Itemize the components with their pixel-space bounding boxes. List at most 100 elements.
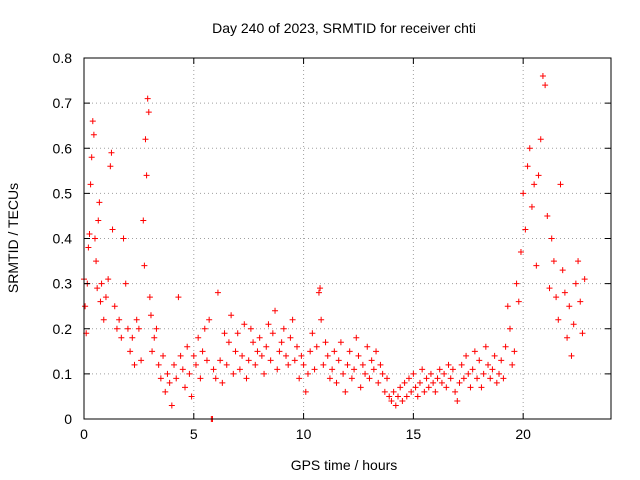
- data-point: [293, 343, 300, 350]
- data-point: [151, 334, 158, 341]
- data-point: [192, 361, 199, 368]
- data-point: [239, 352, 246, 359]
- data-point: [135, 325, 142, 332]
- data-point: [522, 226, 529, 233]
- data-point: [278, 339, 285, 346]
- data-point: [86, 230, 93, 237]
- data-point: [317, 285, 324, 292]
- data-point: [329, 366, 336, 373]
- data-point: [296, 375, 303, 382]
- data-point: [416, 379, 423, 386]
- data-point: [247, 325, 254, 332]
- data-point: [458, 361, 465, 368]
- data-point: [166, 379, 173, 386]
- data-point: [528, 203, 535, 210]
- data-point: [570, 321, 577, 328]
- data-point: [82, 303, 89, 310]
- data-point: [502, 343, 509, 350]
- data-point: [199, 348, 206, 355]
- data-point: [313, 343, 320, 350]
- data-point: [511, 348, 518, 355]
- y-tick-label: 0.2: [53, 321, 73, 337]
- data-point: [228, 312, 235, 319]
- data-point: [241, 321, 248, 328]
- data-point: [320, 361, 327, 368]
- data-point: [575, 258, 582, 265]
- data-point: [173, 375, 180, 382]
- data-point: [258, 352, 265, 359]
- data-point: [269, 330, 276, 337]
- data-point: [263, 343, 270, 350]
- x-tick-label: 15: [406, 426, 422, 442]
- data-point: [375, 379, 382, 386]
- data-point: [430, 379, 437, 386]
- y-tick-label: 0.5: [53, 185, 73, 201]
- data-point: [109, 226, 116, 233]
- data-point: [581, 276, 588, 283]
- data-point: [90, 131, 97, 138]
- data-point: [408, 388, 415, 395]
- data-point: [190, 352, 197, 359]
- data-point: [223, 361, 230, 368]
- data-point: [85, 244, 92, 251]
- data-point: [179, 366, 186, 373]
- data-point: [364, 343, 371, 350]
- data-point: [309, 330, 316, 337]
- data-point: [138, 357, 145, 364]
- data-point: [252, 361, 259, 368]
- y-tick-label: 0.4: [53, 231, 73, 247]
- data-point: [283, 352, 290, 359]
- data-point: [517, 249, 524, 256]
- x-tick-label: 0: [80, 426, 88, 442]
- data-point: [182, 384, 189, 391]
- data-point: [362, 370, 369, 377]
- y-tick-label: 0.8: [53, 50, 73, 66]
- data-point: [93, 258, 100, 265]
- data-point: [206, 316, 213, 323]
- data-point: [331, 348, 338, 355]
- data-point: [143, 172, 150, 179]
- data-point: [381, 388, 388, 395]
- data-point: [434, 375, 441, 382]
- data-point: [124, 325, 131, 332]
- data-point: [445, 361, 452, 368]
- data-point: [118, 334, 125, 341]
- data-point: [456, 379, 463, 386]
- data-point: [122, 280, 129, 287]
- data-point: [256, 334, 263, 341]
- data-point: [368, 357, 375, 364]
- data-point: [414, 393, 421, 400]
- data-point: [515, 298, 522, 305]
- data-point: [232, 348, 239, 355]
- data-point: [504, 303, 511, 310]
- data-point: [168, 402, 175, 409]
- data-point: [89, 118, 96, 125]
- data-point: [210, 366, 217, 373]
- data-point: [542, 82, 549, 89]
- data-point: [285, 361, 292, 368]
- data-point: [335, 357, 342, 364]
- data-point: [493, 379, 500, 386]
- data-point: [465, 370, 472, 377]
- data-point: [392, 402, 399, 409]
- data-point: [195, 334, 202, 341]
- data-point: [346, 348, 353, 355]
- data-point: [87, 181, 94, 188]
- data-point: [348, 375, 355, 382]
- data-point: [157, 375, 164, 382]
- data-point: [234, 330, 241, 337]
- data-point: [272, 307, 279, 314]
- data-point: [388, 397, 395, 404]
- data-point: [384, 375, 391, 382]
- data-point: [116, 316, 123, 323]
- data-point: [298, 352, 305, 359]
- data-point: [326, 375, 333, 382]
- data-point: [141, 262, 148, 269]
- data-point: [498, 357, 505, 364]
- data-point: [491, 352, 498, 359]
- data-point: [463, 352, 470, 359]
- data-point: [302, 388, 309, 395]
- data-point: [254, 348, 261, 355]
- data-point: [438, 379, 445, 386]
